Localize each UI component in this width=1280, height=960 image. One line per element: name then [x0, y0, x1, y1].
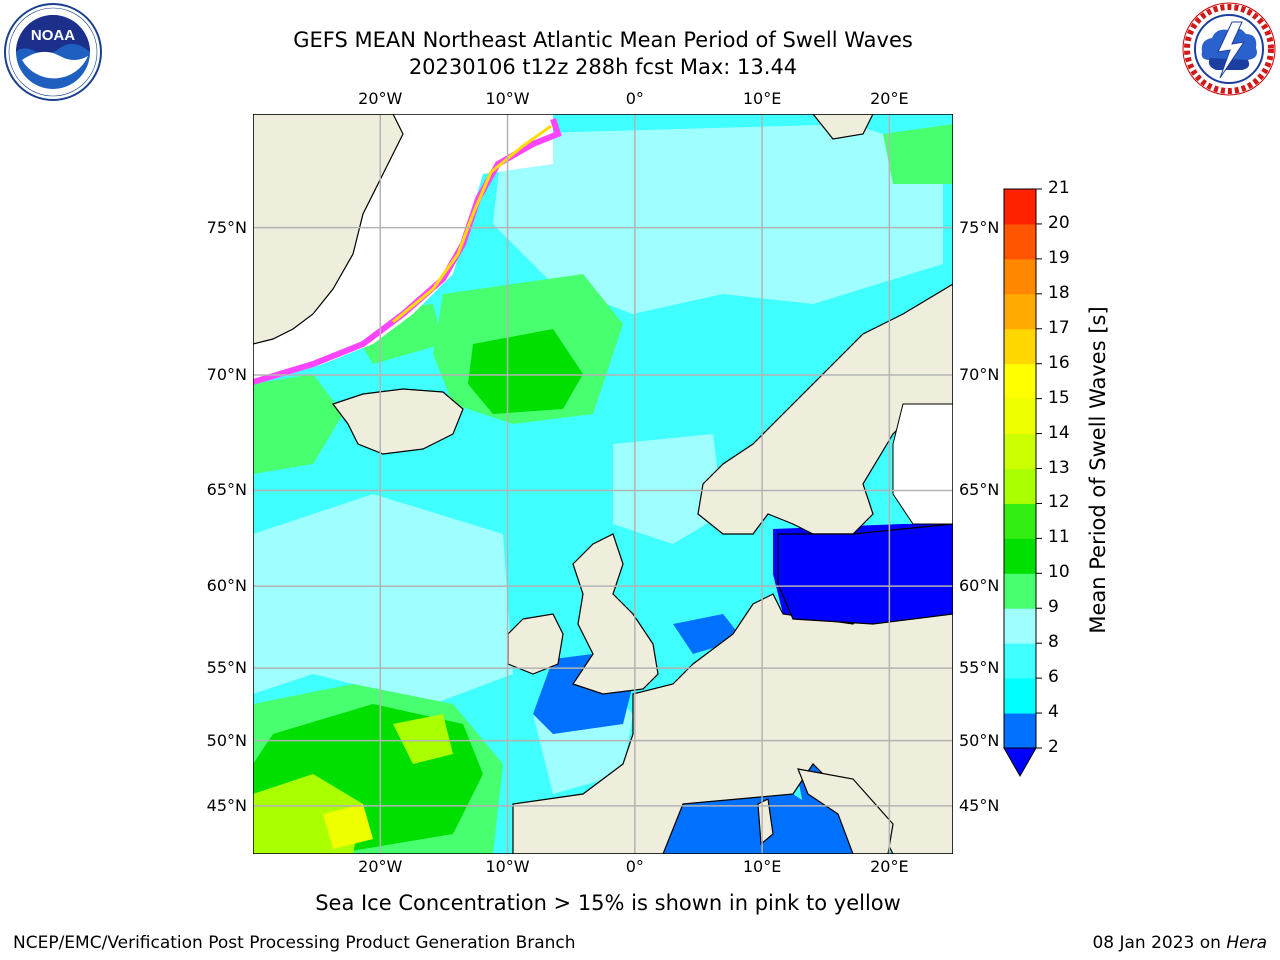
nws-logo: [1182, 2, 1276, 96]
colorbar-band: [1004, 538, 1036, 574]
chart-subtitle: 20230106 t12z 288h fcst Max: 13.44: [408, 55, 798, 79]
colorbar-band: [1004, 503, 1036, 539]
lon-tick-label-top: 10°W: [485, 89, 530, 108]
colorbar-tick-label: 8: [1048, 632, 1059, 653]
colorbar-tick-label: 2: [1048, 737, 1059, 757]
colorbar-tick-label: 6: [1048, 667, 1059, 688]
colorbar-tick-label: 12: [1048, 492, 1070, 513]
graticule: [253, 114, 953, 854]
lat-tick-label-right: 45°N: [959, 795, 1000, 815]
colorbar-band: [1004, 258, 1036, 295]
colorbar-band: [1004, 398, 1036, 435]
colorbar-band: [1004, 433, 1036, 469]
lon-tick-label-bottom: 10°W: [485, 857, 530, 876]
colorbar-tick-label: 9: [1048, 597, 1059, 618]
colorbar-band: [1004, 468, 1036, 504]
colorbar-tick-label: 10: [1048, 562, 1070, 583]
lon-tick-label-top: 0°: [625, 89, 644, 108]
chart-title: GEFS MEAN Northeast Atlantic Mean Period…: [293, 28, 913, 52]
colorbar-tick-label: 19: [1048, 247, 1070, 268]
colorbar-tick-label: 11: [1048, 527, 1070, 548]
lat-tick-label-left: 45°N: [206, 795, 247, 815]
lat-tick-label-left: 75°N: [206, 217, 247, 237]
colorbar-tick-label: 14: [1048, 422, 1070, 443]
bothnia-sea-ice: [892, 403, 953, 525]
lat-tick-label-right: 50°N: [959, 730, 1000, 750]
colorbar: [1003, 188, 1042, 778]
colorbar-band: [1004, 189, 1036, 225]
colorbar-band: [1004, 713, 1036, 749]
lon-tick-label-bottom: 20°W: [358, 857, 403, 876]
sea-ice-caption: Sea Ice Concentration > 15% is shown in …: [315, 891, 901, 915]
colorbar-band: [1004, 363, 1036, 400]
colorbar-tick-label: 15: [1048, 387, 1070, 408]
lat-tick-label-left: 50°N: [206, 730, 247, 750]
lat-tick-label-left: 60°N: [206, 576, 247, 596]
noaa-logo-text: NOAA: [31, 27, 75, 44]
lat-tick-label-left: 65°N: [206, 480, 247, 500]
map-panel: [253, 114, 953, 854]
colorbar-tick-label: 4: [1048, 702, 1059, 723]
lon-tick-label-top: 20°W: [358, 89, 403, 108]
colorbar-label: Mean Period of Swell Waves [s]: [1086, 306, 1110, 634]
lat-tick-label-left: 70°N: [206, 364, 247, 384]
lon-tick-label-bottom: 10°E: [742, 857, 782, 876]
lon-tick-label-bottom: 20°E: [870, 857, 909, 876]
colorbar-band: [1004, 293, 1036, 330]
lat-tick-label-right: 55°N: [959, 658, 1000, 678]
lat-tick-label-right: 60°N: [959, 576, 1000, 596]
lon-tick-label-top: 20°E: [870, 89, 909, 108]
lat-tick-label-right: 70°N: [959, 364, 1000, 384]
sea-ice-edge-high: [392, 124, 552, 324]
colorbar-tick-label: 21: [1048, 178, 1070, 198]
lon-tick-label-bottom: 0°: [625, 857, 644, 876]
colorbar-band: [1004, 573, 1036, 609]
footer-date: 08 Jan 2023 on Hera: [1092, 933, 1267, 953]
noaa-logo: NOAA: [4, 3, 102, 101]
colorbar-tick-label: 17: [1048, 317, 1070, 338]
footer-date-text: 08 Jan 2023 on: [1092, 933, 1227, 953]
colorbar-band: [1004, 608, 1036, 644]
colorbar-tick-label: 18: [1048, 282, 1070, 303]
colorbar-tick-label: 13: [1048, 457, 1070, 478]
colorbar-band: [1004, 678, 1036, 714]
colorbar-tick-label: 16: [1048, 352, 1070, 373]
lat-tick-label-right: 75°N: [959, 217, 1000, 237]
colorbar-band: [1004, 328, 1036, 365]
lat-tick-label-left: 55°N: [206, 658, 247, 678]
colorbar-band: [1004, 223, 1036, 260]
footer-machine: Hera: [1226, 933, 1267, 953]
colorbar-band: [1004, 643, 1036, 679]
swell-period-13-14-regions: [323, 804, 373, 849]
colorbar-under-triangle: [1003, 747, 1037, 778]
lon-tick-label-top: 10°E: [742, 89, 782, 108]
colorbar-tick-label: 20: [1048, 212, 1070, 233]
lat-tick-label-right: 65°N: [959, 480, 1000, 500]
footer-branch: NCEP/EMC/Verification Post Processing Pr…: [13, 933, 576, 953]
